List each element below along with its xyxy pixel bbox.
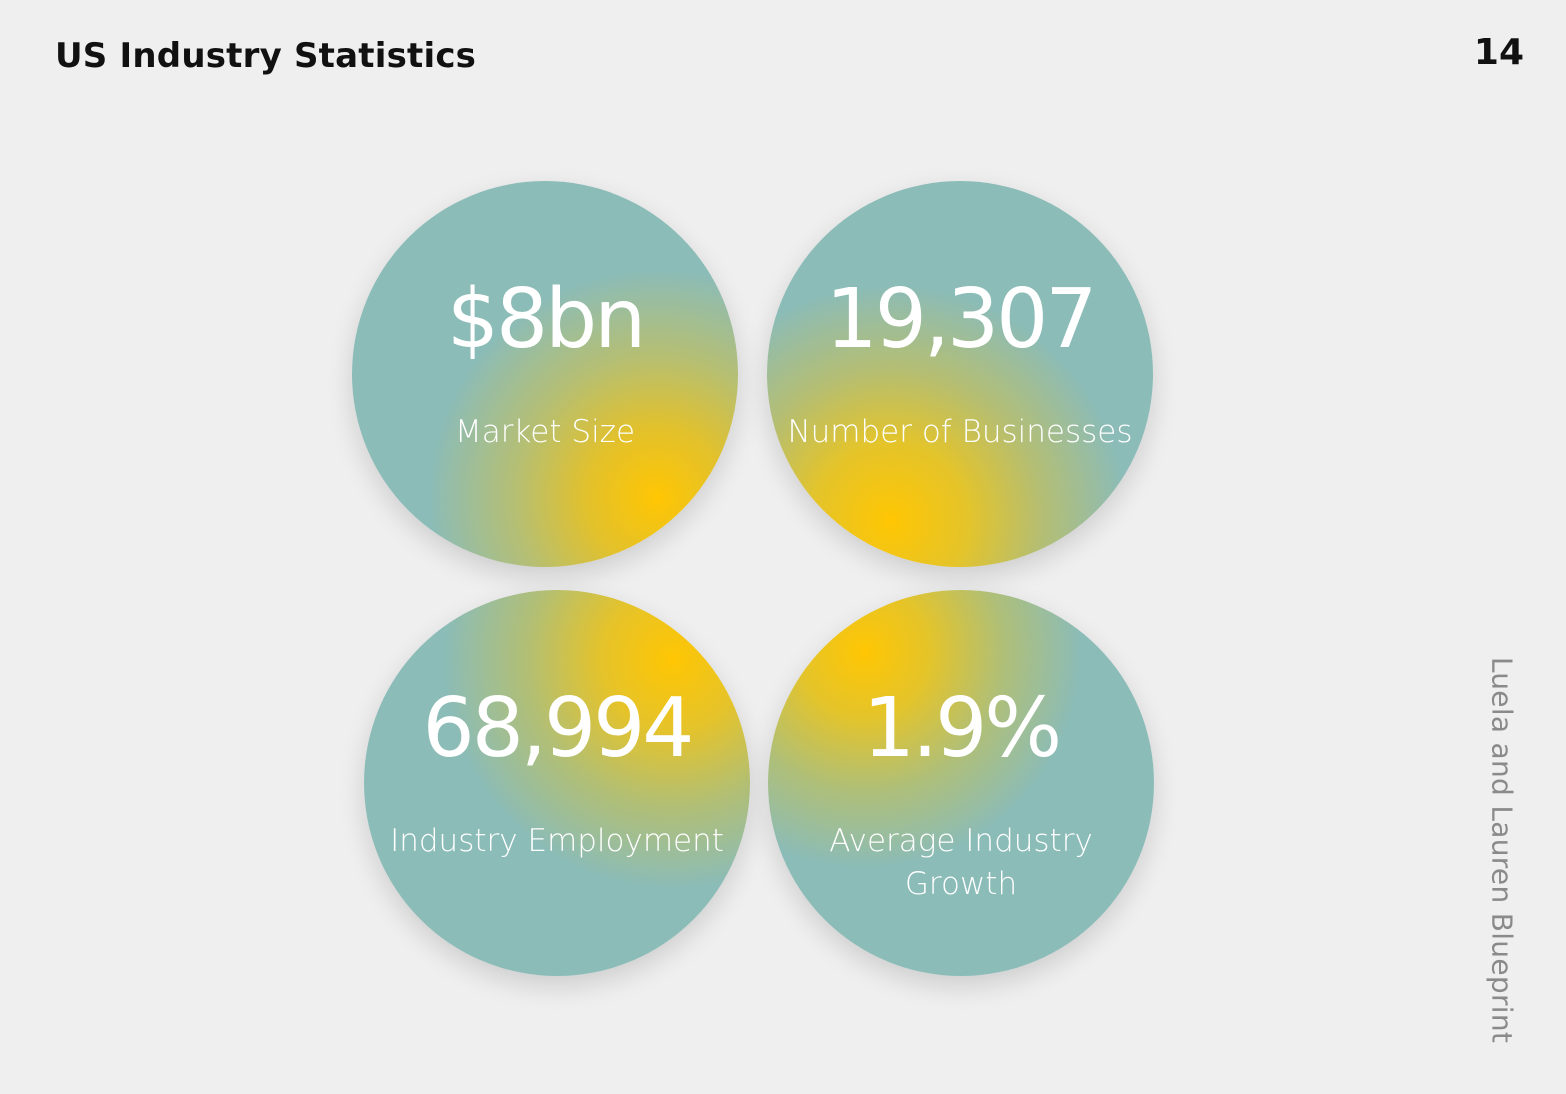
stat-value: 68,994: [422, 681, 695, 776]
stat-label: Average Industry Growth: [829, 823, 1093, 902]
stat-value: $8bn: [446, 272, 646, 367]
stat-circle-average-industry-growth: 1.9% Average Industry Growth: [768, 590, 1154, 976]
stat-circle-market-size: $8bn Market Size: [352, 181, 738, 567]
stat-label: Industry Employment: [390, 823, 724, 859]
stat-value: 19,307: [825, 272, 1098, 367]
stat-label: Number of Businesses: [787, 414, 1133, 450]
page-title: US Industry Statistics: [55, 36, 477, 76]
side-label: Luela and Lauren Blueprint: [1485, 656, 1519, 1044]
page-number: 14: [1473, 32, 1524, 73]
stat-label: Market Size: [454, 414, 636, 450]
stat-value: 1.9%: [862, 681, 1062, 776]
stat-circle-number-of-businesses: 19,307 Number of Businesses: [767, 181, 1153, 567]
stat-circle-industry-employment: 68,994 Industry Employment: [364, 590, 750, 976]
